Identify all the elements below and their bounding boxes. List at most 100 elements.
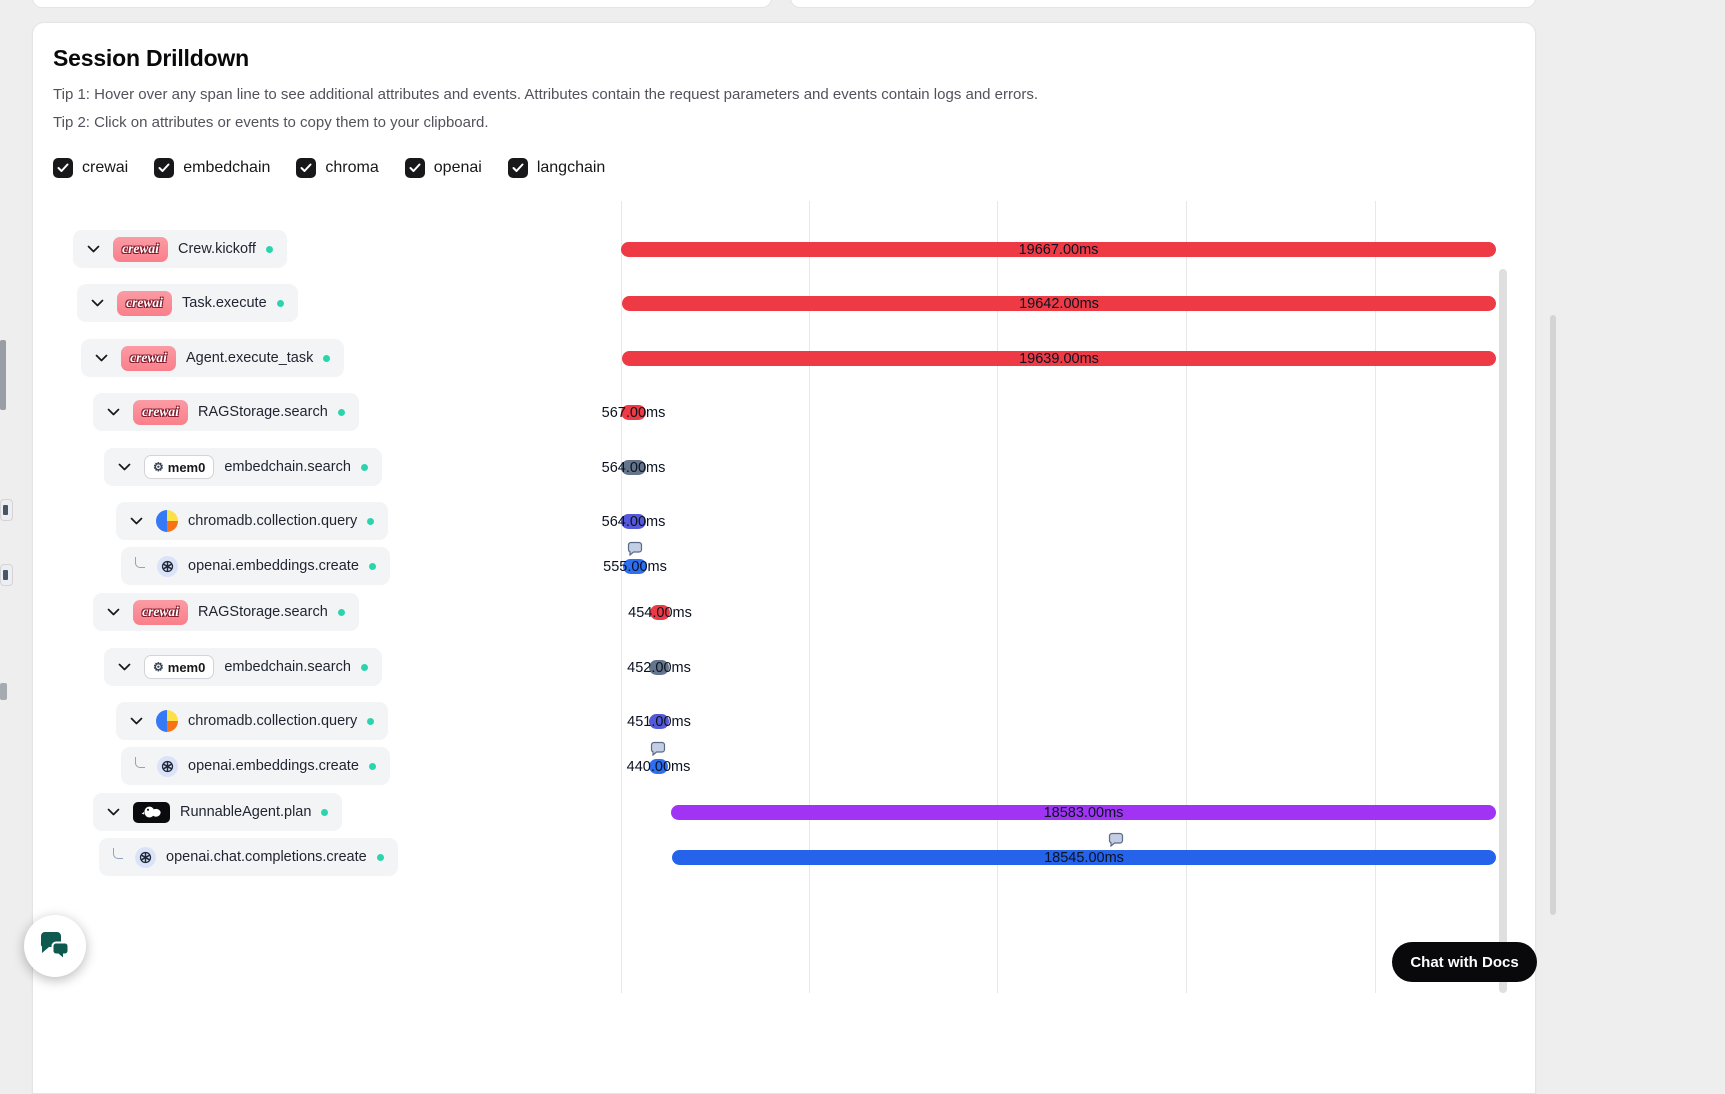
span-name: openai.embeddings.create xyxy=(188,758,359,774)
duration-label: 19667.00ms xyxy=(1018,241,1099,258)
checkbox-embedchain[interactable] xyxy=(154,157,175,178)
status-dot xyxy=(360,663,368,671)
span-duration-bar[interactable] xyxy=(621,242,1496,257)
chat-with-docs-button[interactable]: Chat with Docs xyxy=(1392,942,1537,982)
span-label-openai.chat.completions.create[interactable]: openai.chat.completions.create xyxy=(99,838,398,876)
span-label-RunnableAgent.plan[interactable]: RunnableAgent.plan xyxy=(93,793,343,831)
chevron-down-icon[interactable] xyxy=(126,717,146,725)
span-label-Task.execute[interactable]: crewai Task.execute xyxy=(77,284,298,322)
duration-label: 451.00ms xyxy=(627,713,691,730)
span-name: Crew.kickoff xyxy=(178,241,256,257)
checkbox-label: chroma xyxy=(325,158,379,176)
duration-label: 452.00ms xyxy=(627,659,691,676)
status-dot xyxy=(337,608,345,616)
mem0-logo: ⚙ mem0 xyxy=(144,655,215,679)
library-filters: crewai embedchain chroma openai langchain xyxy=(53,157,1515,178)
page-title: Session Drilldown xyxy=(53,45,249,71)
window-scrollbar[interactable] xyxy=(1550,315,1556,915)
chevron-down-icon[interactable] xyxy=(103,608,123,616)
span-label-openai.embeddings.create[interactable]: openai.embeddings.create xyxy=(121,747,390,785)
span-label-openai.embeddings.create[interactable]: openai.embeddings.create xyxy=(121,547,390,585)
timeline-gridline xyxy=(809,201,810,993)
status-dot xyxy=(321,808,329,816)
span-name: openai.embeddings.create xyxy=(188,558,359,574)
clipped-edge-artifact xyxy=(0,340,6,410)
timeline-gridline xyxy=(997,201,998,993)
chevron-down-icon[interactable] xyxy=(103,808,123,816)
checkbox-label: embedchain xyxy=(183,158,271,176)
clipped-card-above-right xyxy=(790,0,1536,8)
status-dot xyxy=(376,853,384,861)
span-duration-bar[interactable] xyxy=(671,805,1496,820)
span-name: Agent.execute_task xyxy=(186,350,314,366)
span-label-embedchain.search[interactable]: ⚙ mem0 embedchain.search xyxy=(104,648,382,686)
filter-chroma[interactable]: chroma xyxy=(296,157,379,178)
span-row: chromadb.collection.query 451.00ms xyxy=(33,702,1535,740)
filter-langchain[interactable]: langchain xyxy=(507,157,605,178)
duration-label: 454.00ms xyxy=(628,604,692,621)
span-label-chromadb.collection.query[interactable]: chromadb.collection.query xyxy=(116,502,389,540)
span-name: embedchain.search xyxy=(224,659,351,675)
event-bubble-icon[interactable] xyxy=(1108,832,1124,848)
span-duration-bar[interactable] xyxy=(649,759,668,774)
chevron-down-icon[interactable] xyxy=(126,517,146,525)
event-bubble-icon[interactable] xyxy=(650,741,666,757)
status-dot xyxy=(368,762,376,770)
checkbox-openai[interactable] xyxy=(404,157,425,178)
mem0-logo: ⚙ mem0 xyxy=(144,455,215,479)
span-label-chromadb.collection.query[interactable]: chromadb.collection.query xyxy=(116,702,389,740)
span-row: crewai Agent.execute_task 19639.00ms xyxy=(33,339,1535,377)
chevron-down-icon[interactable] xyxy=(103,408,123,416)
span-duration-bar[interactable] xyxy=(672,850,1496,865)
span-label-Agent.execute_task[interactable]: crewai Agent.execute_task xyxy=(81,339,345,377)
span-duration-bar[interactable] xyxy=(622,351,1496,366)
duration-label: 564.00ms xyxy=(601,459,666,476)
span-duration-bar[interactable] xyxy=(621,514,646,529)
chevron-down-icon[interactable] xyxy=(114,663,134,671)
chevron-down-icon[interactable] xyxy=(83,245,103,253)
duration-label: 564.00ms xyxy=(601,513,666,530)
chevron-down-icon[interactable] xyxy=(91,354,111,362)
status-dot xyxy=(323,354,331,362)
crewai-logo: crewai xyxy=(121,345,176,371)
checkbox-chroma[interactable] xyxy=(296,157,317,178)
span-row: crewai Crew.kickoff 19667.00ms xyxy=(33,230,1535,268)
event-bubble-icon[interactable] xyxy=(627,541,643,557)
timeline-gridline xyxy=(621,201,622,993)
waterfall-scrollbar[interactable] xyxy=(1499,269,1507,993)
status-dot xyxy=(276,299,284,307)
span-label-RAGStorage.search[interactable]: crewai RAGStorage.search xyxy=(93,393,359,431)
checkbox-crewai[interactable] xyxy=(53,157,73,178)
span-label-embedchain.search[interactable]: ⚙ mem0 embedchain.search xyxy=(104,448,382,486)
chevron-down-icon[interactable] xyxy=(114,463,134,471)
span-label-RAGStorage.search[interactable]: crewai RAGStorage.search xyxy=(93,593,359,631)
span-duration-bar[interactable] xyxy=(649,660,669,675)
span-duration-bar[interactable] xyxy=(623,559,647,574)
filter-openai[interactable]: openai xyxy=(404,157,482,178)
crewai-logo: crewai xyxy=(113,236,168,262)
clipped-edge-artifact xyxy=(0,499,13,521)
crewai-logo: crewai xyxy=(133,399,188,425)
span-duration-bar[interactable] xyxy=(622,296,1496,311)
chat-widget-button[interactable] xyxy=(24,915,86,977)
status-dot xyxy=(367,517,375,525)
span-row: openai.embeddings.create 440.00ms xyxy=(33,741,1535,785)
span-duration-bar[interactable] xyxy=(621,460,646,475)
span-duration-bar[interactable] xyxy=(649,714,669,729)
status-dot xyxy=(360,463,368,471)
span-row: crewai Task.execute 19642.00ms xyxy=(33,284,1535,322)
chat-bubbles-icon xyxy=(38,930,72,962)
checkbox-label: crewai xyxy=(82,158,129,176)
timeline-gridline xyxy=(1186,201,1187,993)
status-dot xyxy=(368,562,376,570)
filter-crewai[interactable]: crewai xyxy=(53,157,129,178)
span-duration-bar[interactable] xyxy=(621,405,646,420)
filter-embedchain[interactable]: embedchain xyxy=(154,157,271,178)
span-duration-bar[interactable] xyxy=(650,605,670,620)
langchain-logo xyxy=(133,801,170,823)
duration-label: 19642.00ms xyxy=(1019,295,1099,312)
mem0-flower-icon: ⚙ xyxy=(153,460,164,474)
checkbox-langchain[interactable] xyxy=(507,157,528,178)
span-label-Crew.kickoff[interactable]: crewai Crew.kickoff xyxy=(73,230,287,268)
chevron-down-icon[interactable] xyxy=(87,299,107,307)
